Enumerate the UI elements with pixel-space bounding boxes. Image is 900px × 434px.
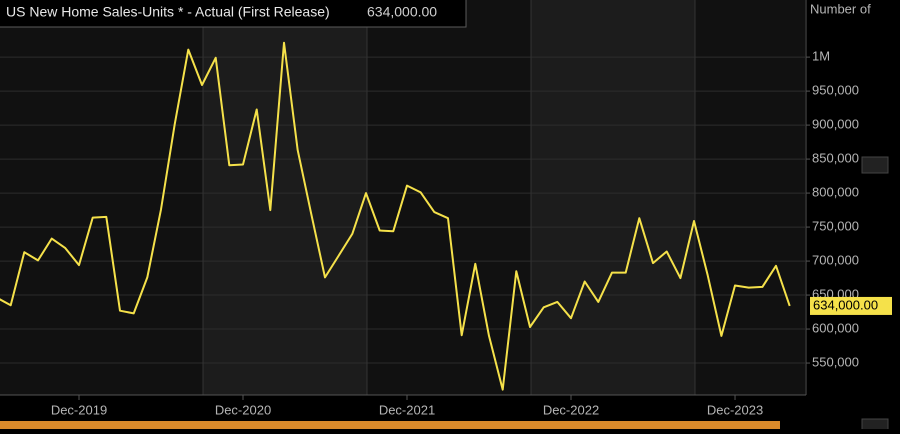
series-line [0, 41, 791, 391]
x-tick-label: Dec-2023 [707, 402, 763, 417]
chart-title: US New Home Sales-Units * - Actual (Firs… [6, 4, 330, 20]
y-tick-label: 550,000 [812, 354, 859, 369]
y-tick-label: 1M [812, 49, 830, 64]
y-tick-label: 600,000 [812, 320, 859, 335]
y-tick-label: 900,000 [812, 117, 859, 132]
header-value: 634,000.00 [367, 4, 437, 20]
plot [0, 41, 791, 391]
y-tick-label: 700,000 [812, 253, 859, 268]
x-tick-label: Dec-2021 [379, 402, 435, 417]
x-tick-label: Dec-2020 [215, 402, 271, 417]
y-tick-label: 800,000 [812, 185, 859, 200]
last-value-label: 634,000.00 [813, 297, 878, 312]
x-tick-label: Dec-2022 [543, 402, 599, 417]
button[interactable] [861, 418, 889, 434]
last-value-box [810, 296, 892, 315]
button[interactable] [861, 156, 889, 174]
x-tick-label: Dec-2019 [51, 402, 107, 417]
y-tick-label: 750,000 [812, 219, 859, 234]
title-box [0, 0, 467, 28]
scrollbar[interactable] [0, 421, 780, 429]
band [203, 0, 367, 395]
band [531, 0, 695, 395]
y-tick-label: 950,000 [812, 83, 859, 98]
y-axis-title: Number of [810, 1, 871, 16]
y-tick-label: 850,000 [812, 151, 859, 166]
